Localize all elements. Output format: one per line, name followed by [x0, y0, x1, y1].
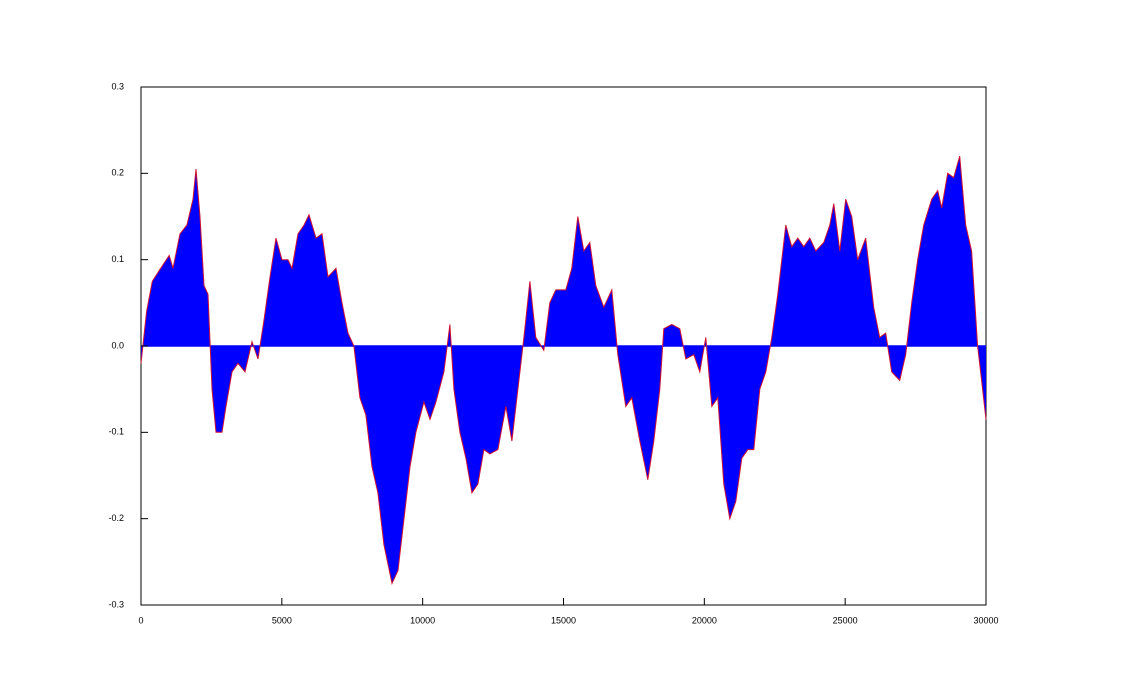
y-tick-label: -0.3: [108, 599, 124, 609]
x-tick-label: 5000: [272, 615, 292, 625]
x-tick-label: 25000: [833, 615, 858, 625]
y-tick-label: 0.2: [111, 168, 124, 178]
y-tick-label: 0.3: [111, 81, 124, 91]
y-tick-label: -0.2: [108, 513, 124, 523]
x-tick-label: 15000: [551, 615, 576, 625]
area: [141, 156, 986, 584]
x-tick-label: 0: [138, 615, 143, 625]
x-tick-label: 10000: [410, 615, 435, 625]
y-tick-label: 0.0: [111, 340, 124, 350]
y-tick-label: -0.1: [108, 427, 124, 437]
y-tick-label: 0.1: [111, 254, 124, 264]
line: [140, 155, 987, 585]
x-tick-label: 20000: [692, 615, 717, 625]
x-tick-label: 30000: [973, 615, 998, 625]
